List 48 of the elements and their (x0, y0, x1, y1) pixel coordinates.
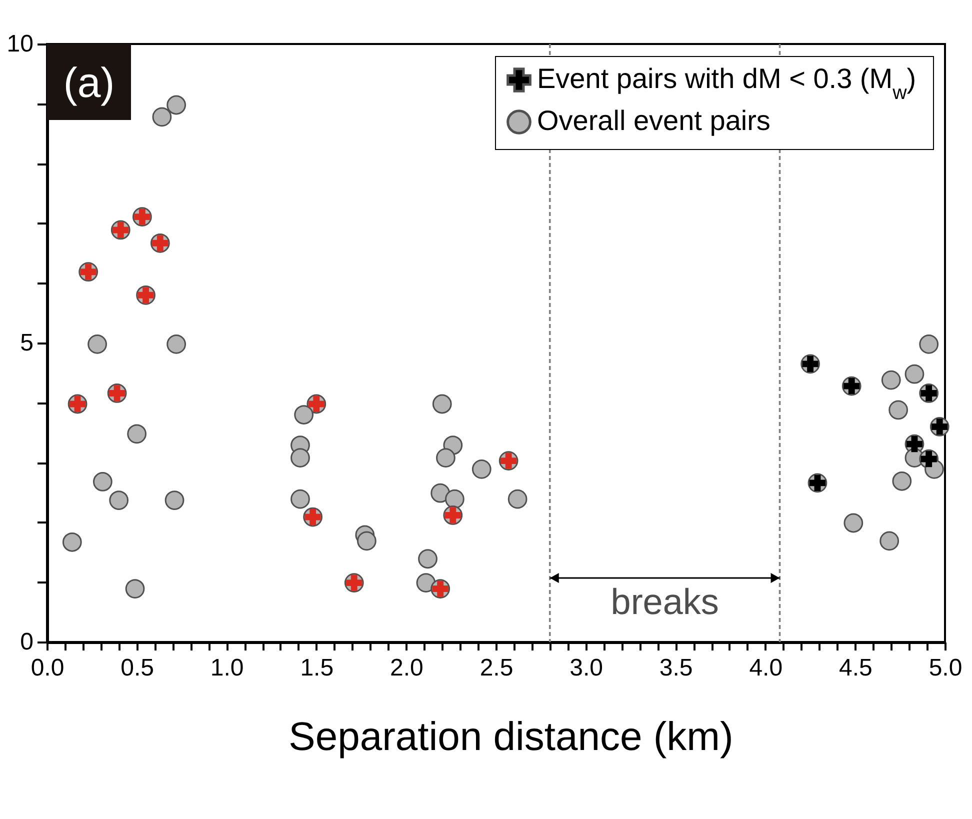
point (880, 531, 900, 551)
point (127, 424, 146, 444)
point (445, 489, 464, 509)
x-tick-label: 3.0 (570, 654, 603, 682)
point (92, 472, 112, 492)
point (919, 334, 939, 354)
point (166, 95, 186, 115)
y-tick-label: 10 (6, 30, 34, 58)
x-tick-label: 0.5 (120, 654, 154, 682)
point (125, 579, 145, 598)
point (294, 405, 314, 424)
x-tick-label: 2.5 (480, 654, 514, 682)
point (904, 364, 924, 384)
x-tick-label: 0.0 (30, 654, 64, 682)
point (290, 489, 310, 509)
x-tick-label: 2.0 (390, 654, 424, 682)
point (152, 107, 172, 127)
x-tick-label: 5.0 (928, 654, 962, 682)
point (88, 334, 107, 354)
y-tick-label: 0 (20, 628, 34, 656)
point (472, 460, 492, 479)
point (62, 532, 82, 552)
x-tick-label: 1.5 (300, 654, 334, 682)
point (432, 394, 452, 414)
annotation: (a) (63, 59, 115, 106)
point (356, 531, 376, 551)
point (290, 448, 310, 468)
point (436, 448, 456, 468)
point (416, 573, 436, 592)
x-tick-label: 4.0 (749, 654, 783, 682)
point (844, 513, 864, 533)
point (508, 489, 528, 509)
y-tick-label: 5 (20, 330, 34, 356)
legend-label: Overall event pairs (537, 105, 770, 136)
point (430, 483, 450, 503)
x-axis-title: Separation distance (km) (288, 715, 734, 760)
annotation: breaks (610, 581, 719, 622)
legend-label: Event pairs with dM < 0.3 (M$_{w}$) (537, 63, 916, 104)
x-tick-label: 1.0 (210, 654, 244, 682)
point (109, 490, 129, 510)
point (418, 549, 438, 569)
x-tick-label: 4.5 (839, 654, 872, 682)
x-tick-label: 3.5 (659, 654, 693, 682)
point (164, 490, 184, 510)
point (888, 400, 908, 420)
point (881, 370, 901, 390)
point (892, 471, 912, 491)
point (166, 334, 186, 354)
